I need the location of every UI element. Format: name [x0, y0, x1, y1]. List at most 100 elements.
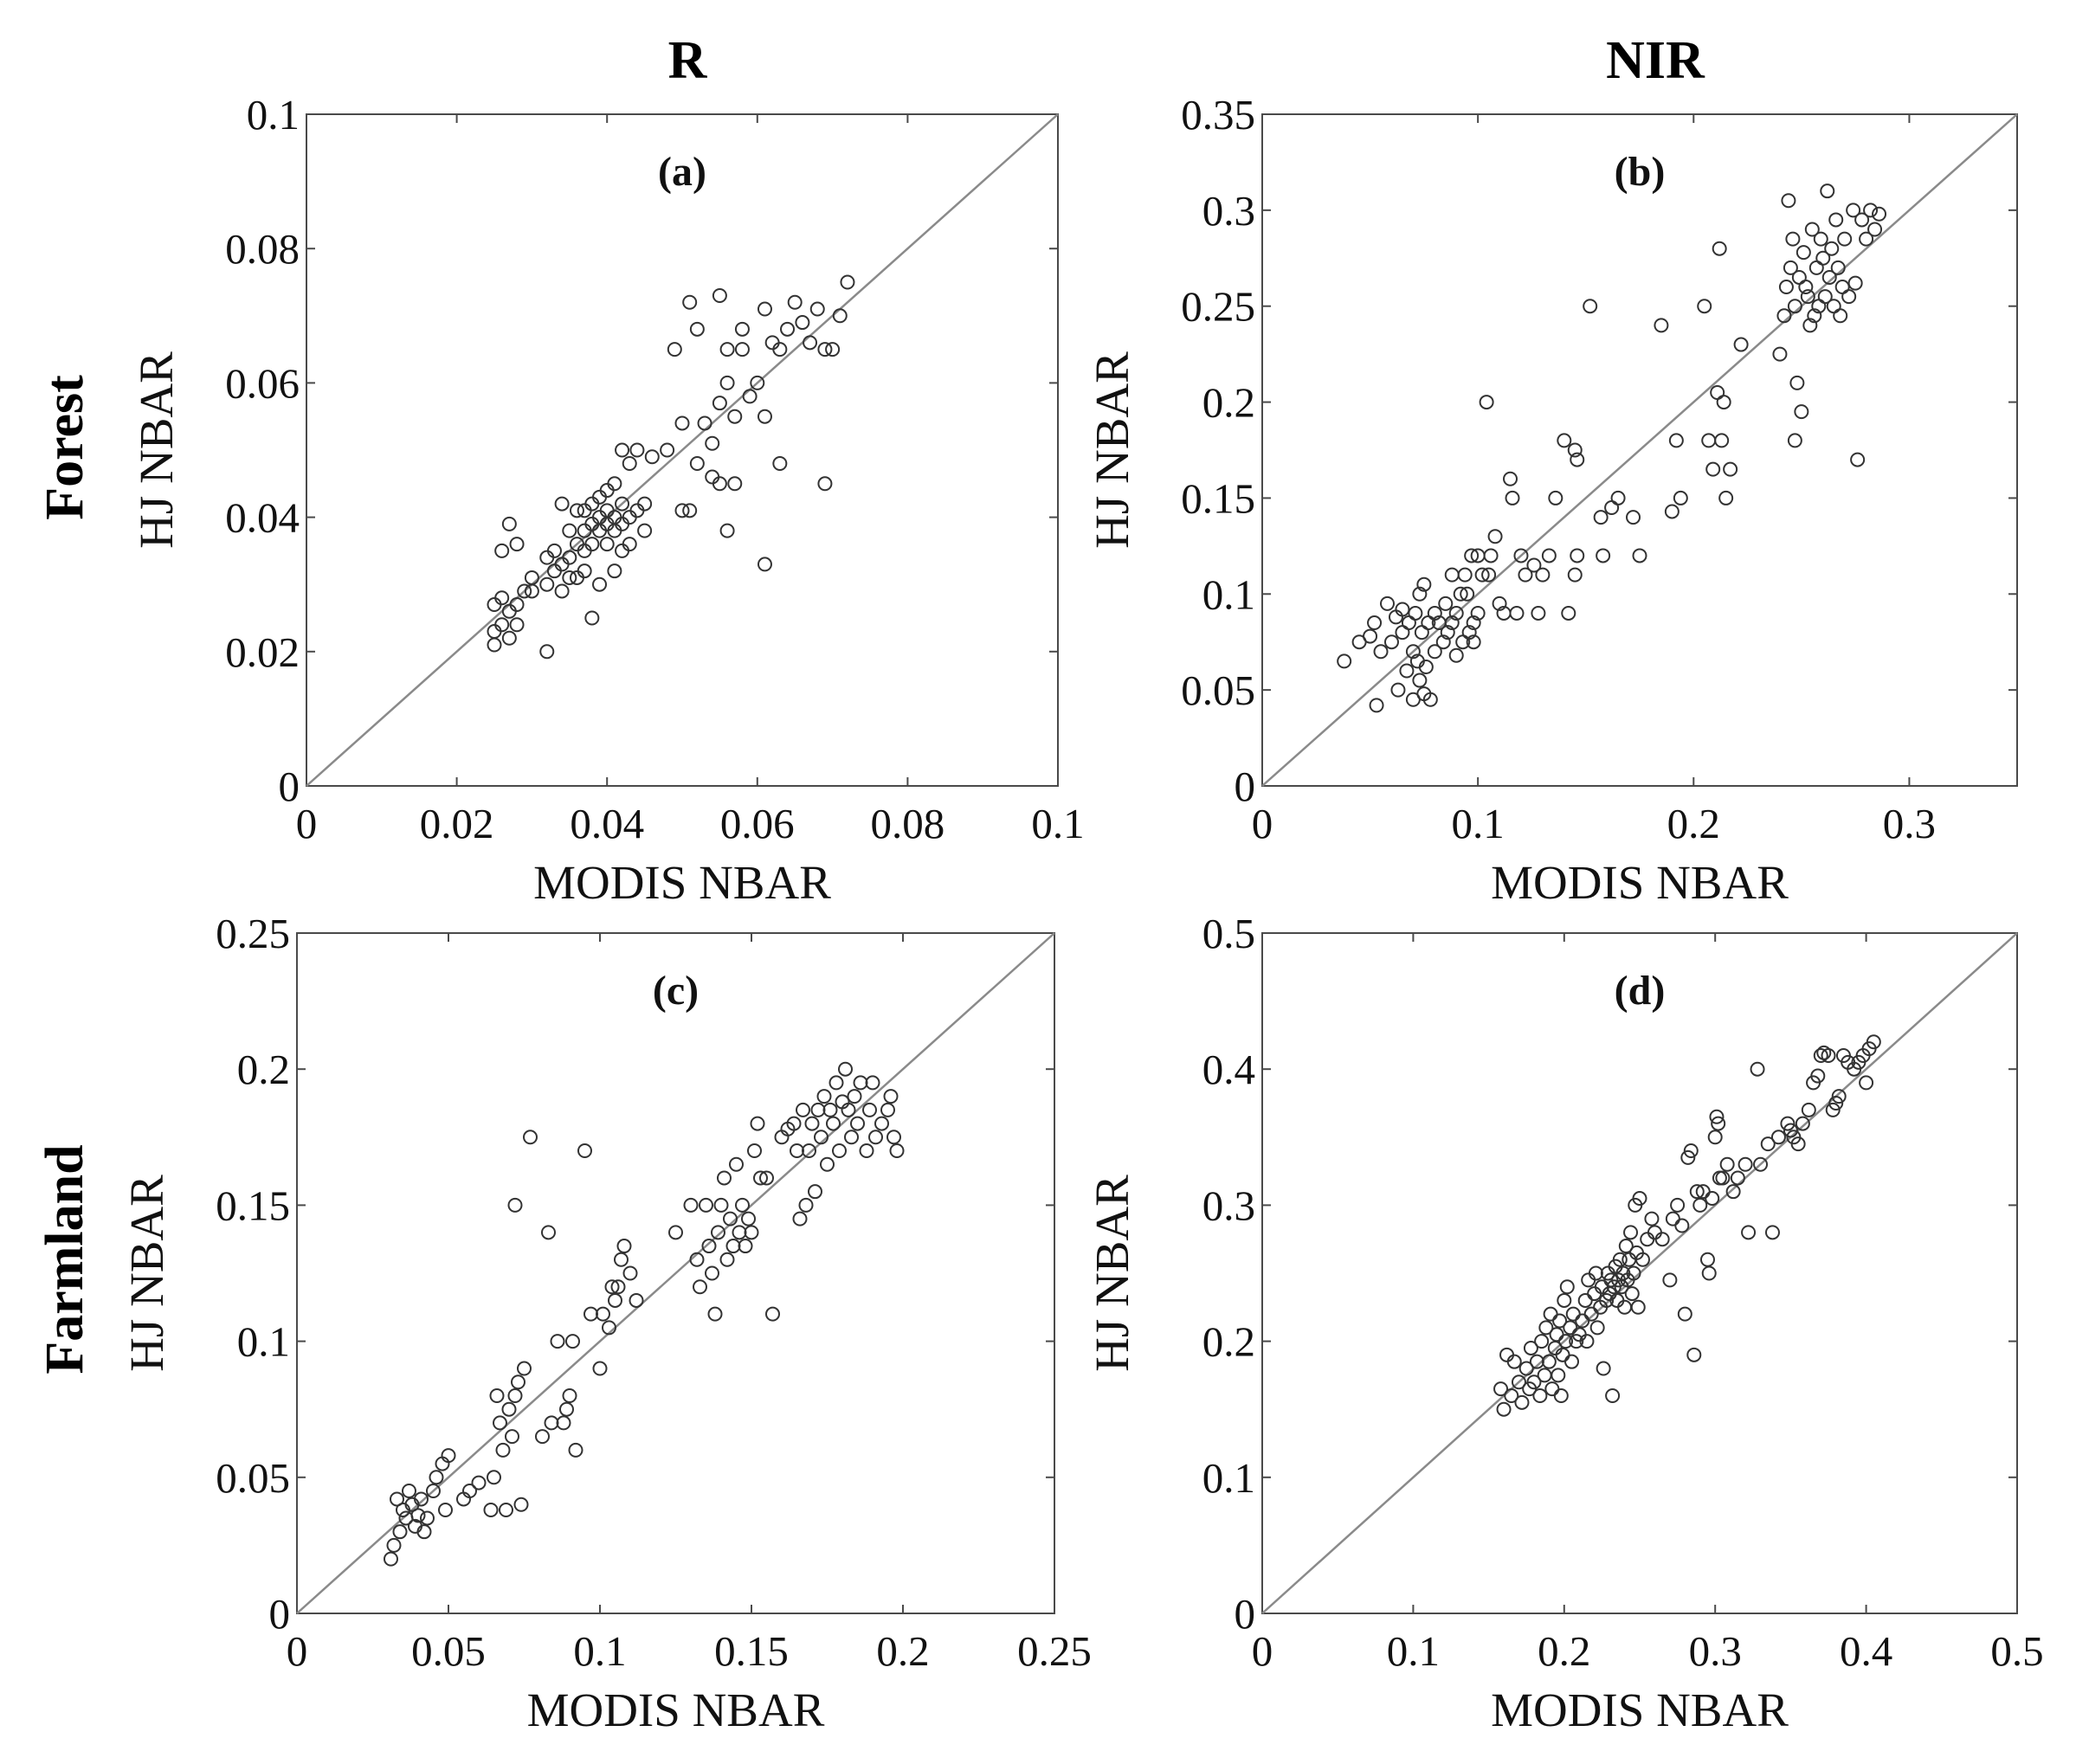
- panel-3-xtick-label: 0.2: [1538, 1627, 1590, 1675]
- panel-2-point: [568, 1442, 583, 1458]
- panel-1-point: [1380, 596, 1396, 611]
- panel-3-point: [1534, 1334, 1550, 1349]
- panel-0-xtick-label: 0.08: [871, 800, 945, 847]
- panel-0-point: [487, 637, 502, 653]
- panel-0-point: [712, 288, 727, 304]
- panel-3-point: [1712, 1170, 1727, 1186]
- panel-1-point: [1718, 490, 1734, 505]
- panel-0-frame: [306, 113, 1059, 787]
- panel-2-point: [483, 1503, 499, 1518]
- panel-1-point: [1513, 548, 1529, 563]
- panel-1-point: [1567, 442, 1583, 458]
- panel-3-point: [1825, 1102, 1841, 1117]
- panel-3-point: [1783, 1123, 1798, 1138]
- panel-2-xtick-label: 0.25: [1017, 1627, 1092, 1675]
- panel-3-xtick-label: 0.4: [1840, 1627, 1892, 1675]
- panel-0-point: [539, 576, 555, 592]
- panel-2-point: [707, 1306, 723, 1322]
- panel-0-point: [562, 523, 577, 538]
- panel-1-point: [1448, 647, 1464, 663]
- panel-1-point: [1464, 548, 1480, 563]
- panel-2-xtick-label: 0.1: [573, 1627, 626, 1675]
- panel-3-point: [1821, 1047, 1836, 1063]
- panel-0-point: [584, 610, 600, 626]
- panel-1-ytick-label: 0.05: [1181, 666, 1255, 714]
- panel-2-xtick-label: 0.15: [714, 1627, 789, 1675]
- panel-1-point: [1474, 567, 1490, 583]
- panel-2-point: [462, 1484, 477, 1499]
- panel-0-point: [660, 442, 675, 458]
- panel-0-point: [637, 496, 653, 512]
- panel-0-point: [524, 583, 539, 599]
- panel-0-point: [727, 476, 743, 492]
- panel-3-point: [1529, 1354, 1544, 1369]
- panel-2-point: [729, 1156, 744, 1172]
- panel-1-point: [1414, 625, 1429, 641]
- panel-1-point: [1668, 433, 1684, 448]
- panel-1-point: [1789, 375, 1805, 390]
- panel-3-point: [1587, 1286, 1602, 1302]
- panel-1-ytick-label: 0.15: [1181, 474, 1255, 522]
- panel-3-point: [1594, 1279, 1609, 1295]
- panel-1-point: [1802, 318, 1818, 333]
- panel-0-point: [757, 409, 772, 424]
- panel-2-frame: [296, 932, 1055, 1614]
- panel-0-ytick-label: 0.08: [225, 225, 300, 273]
- panel-0-point: [546, 543, 562, 558]
- panel-3-point: [1624, 1286, 1640, 1302]
- panel-3-point: [1558, 1334, 1574, 1349]
- panel-2-point: [507, 1197, 523, 1213]
- panel-2-point: [559, 1401, 574, 1417]
- panel-1-point: [1457, 567, 1473, 583]
- panel-1-point: [1483, 548, 1499, 563]
- panel-2-point: [883, 1089, 899, 1104]
- panel-2-point: [693, 1279, 707, 1295]
- panel-0-point: [562, 550, 577, 565]
- panel-0-point: [757, 557, 772, 572]
- panel-3-point: [1544, 1381, 1560, 1397]
- panel-0-ytick-label: 0.1: [247, 91, 300, 138]
- panel-0-point: [524, 570, 539, 585]
- panel-2-point: [804, 1116, 820, 1131]
- panel-2-ylabel: HJ NBAR: [120, 1175, 173, 1372]
- panel-2-point: [410, 1508, 426, 1523]
- panel-0-point: [803, 335, 818, 351]
- panel-1-point: [1412, 586, 1428, 602]
- panel-1-point: [1785, 231, 1801, 247]
- panel-0: 0 0.02 0.04 0.06 0.08 0.1 0 0.02 0.04 0.06 0.08 0.1…: [130, 91, 1085, 909]
- panel-3-point: [1589, 1320, 1605, 1336]
- panel-1-point: [1813, 231, 1828, 247]
- column-header-nir: NIR: [1606, 31, 1705, 90]
- panel-0-point: [569, 503, 584, 518]
- panel-2-point: [384, 1551, 398, 1567]
- panel-3-point: [1605, 1387, 1621, 1403]
- panel-1-point: [1422, 692, 1438, 707]
- panel-1-point: [1531, 605, 1546, 621]
- panel-3-point: [1674, 1218, 1690, 1233]
- panel-0-point: [809, 301, 825, 317]
- panel-1-point: [1834, 280, 1850, 295]
- panel-3-point: [1719, 1156, 1735, 1172]
- panel-0-point: [577, 563, 592, 579]
- panel-2-point: [420, 1510, 435, 1526]
- panel-2-point: [416, 1524, 432, 1540]
- panel-3-point: [1618, 1239, 1634, 1254]
- column-header-r: R: [668, 31, 708, 90]
- panel-2-point: [816, 1089, 832, 1104]
- panel-1-point: [1583, 299, 1598, 314]
- panel-3-ytick-label: 0.2: [1202, 1318, 1255, 1366]
- panel-2-point: [604, 1279, 620, 1295]
- panel-2-point: [723, 1211, 738, 1226]
- panel-3-point: [1715, 1170, 1731, 1186]
- panel-3-point: [1526, 1375, 1542, 1390]
- panel-3-point: [1506, 1354, 1522, 1369]
- panel-1-point: [1518, 567, 1533, 583]
- panel-2-point: [747, 1143, 762, 1159]
- panel-0-point: [757, 301, 772, 317]
- panel-3-point: [1707, 1130, 1723, 1145]
- panel-2-xtick-label: 0: [287, 1627, 308, 1675]
- panel-2-point: [426, 1484, 441, 1499]
- panel-3-point: [1632, 1191, 1647, 1207]
- panel-1-point: [1470, 605, 1486, 621]
- panel-2-point: [616, 1239, 632, 1254]
